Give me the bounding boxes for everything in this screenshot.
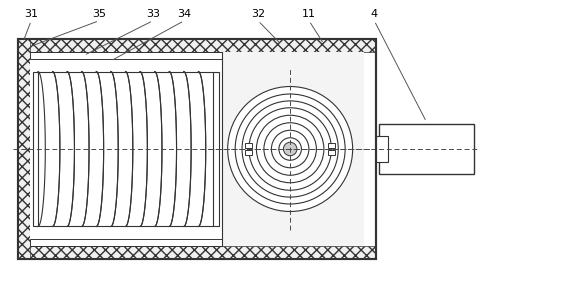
Bar [213,71,219,226]
Circle shape [272,130,309,168]
Text: 11: 11 [302,9,316,19]
Bar [379,124,474,174]
Text: 31: 31 [24,9,38,19]
Circle shape [228,86,353,212]
Bar [18,39,376,52]
Bar [246,150,252,155]
Text: 34: 34 [177,9,191,19]
Bar [18,39,30,259]
Circle shape [264,123,316,175]
Text: 35: 35 [92,9,106,19]
Bar [33,71,38,226]
Circle shape [256,115,324,183]
Circle shape [279,138,302,160]
Text: 4: 4 [371,9,378,19]
Text: 33: 33 [146,9,160,19]
Bar [18,246,376,259]
Bar [30,239,222,246]
Bar [222,52,364,246]
Circle shape [249,108,331,190]
Bar [328,150,335,155]
Circle shape [242,101,338,197]
Bar [18,39,376,259]
Circle shape [235,94,345,204]
Circle shape [284,142,297,156]
Bar [30,52,222,59]
Bar [30,52,222,246]
Text: 32: 32 [251,9,265,19]
Bar [246,143,252,148]
Bar [328,143,335,148]
Bar [376,136,388,162]
Bar [18,39,376,259]
